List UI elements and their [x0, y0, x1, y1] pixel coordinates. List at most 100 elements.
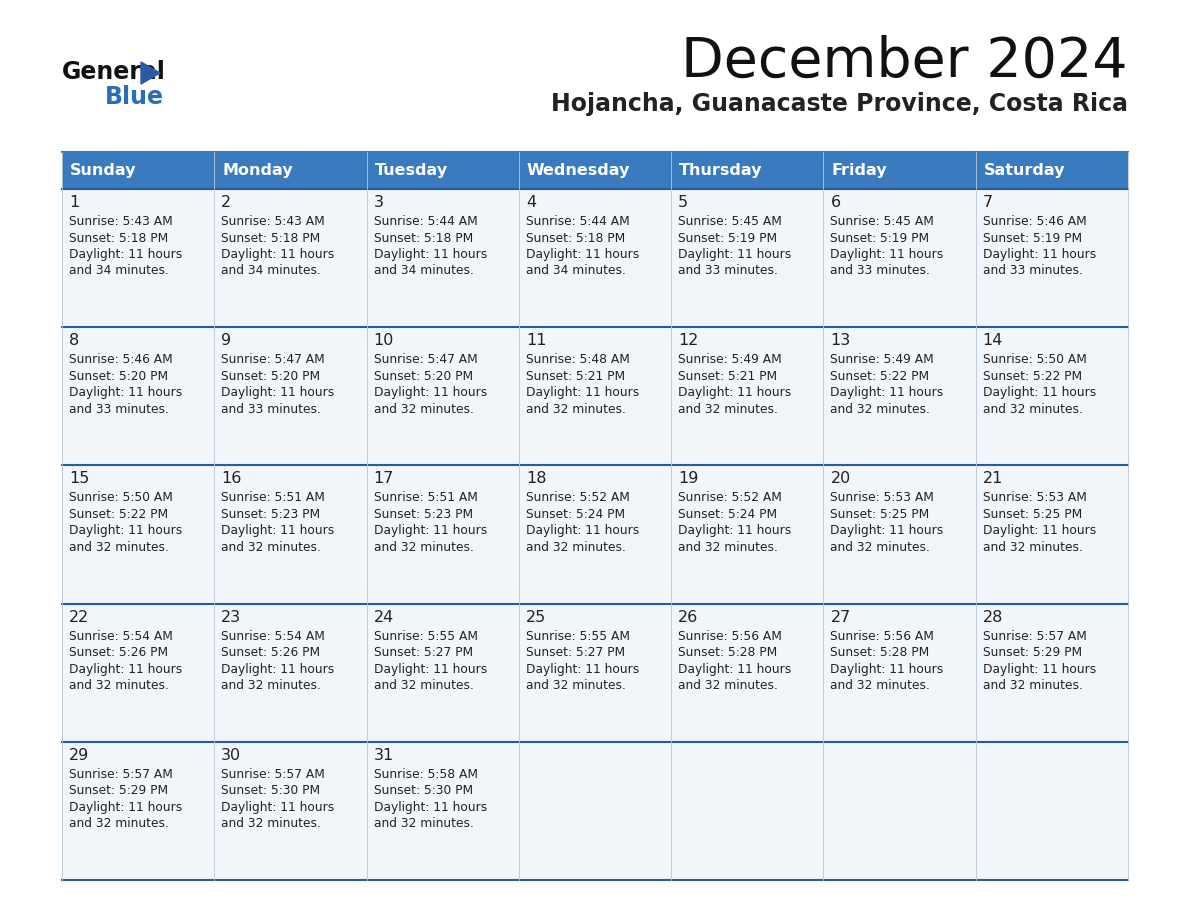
Text: 8: 8: [69, 333, 80, 348]
Text: Sunset: 5:25 PM: Sunset: 5:25 PM: [982, 508, 1082, 521]
Text: Saturday: Saturday: [984, 163, 1066, 178]
Text: Sunset: 5:22 PM: Sunset: 5:22 PM: [982, 370, 1082, 383]
Text: and 32 minutes.: and 32 minutes.: [982, 541, 1082, 554]
Text: Sunrise: 5:58 AM: Sunrise: 5:58 AM: [373, 767, 478, 781]
Text: 21: 21: [982, 472, 1003, 487]
Text: Sunrise: 5:57 AM: Sunrise: 5:57 AM: [982, 630, 1087, 643]
Bar: [62, 604, 1127, 742]
Text: Daylight: 11 hours: Daylight: 11 hours: [69, 248, 182, 261]
Text: Daylight: 11 hours: Daylight: 11 hours: [221, 524, 335, 537]
Text: and 33 minutes.: and 33 minutes.: [982, 264, 1082, 277]
Text: 23: 23: [221, 610, 241, 624]
Text: Thursday: Thursday: [680, 163, 763, 178]
Text: and 32 minutes.: and 32 minutes.: [982, 679, 1082, 692]
Text: 3: 3: [373, 195, 384, 210]
Text: and 32 minutes.: and 32 minutes.: [830, 679, 930, 692]
Text: 11: 11: [526, 333, 546, 348]
Text: and 34 minutes.: and 34 minutes.: [526, 264, 626, 277]
Text: Sunrise: 5:48 AM: Sunrise: 5:48 AM: [526, 353, 630, 366]
Text: Sunrise: 5:47 AM: Sunrise: 5:47 AM: [373, 353, 478, 366]
Text: and 34 minutes.: and 34 minutes.: [69, 264, 169, 277]
Text: Daylight: 11 hours: Daylight: 11 hours: [830, 386, 943, 399]
Text: Friday: Friday: [832, 163, 887, 178]
Text: Daylight: 11 hours: Daylight: 11 hours: [526, 663, 639, 676]
Text: Sunset: 5:26 PM: Sunset: 5:26 PM: [221, 646, 321, 659]
Text: Sunrise: 5:54 AM: Sunrise: 5:54 AM: [221, 630, 326, 643]
Text: Daylight: 11 hours: Daylight: 11 hours: [982, 248, 1097, 261]
Bar: [62, 152, 1127, 189]
Text: Sunrise: 5:44 AM: Sunrise: 5:44 AM: [526, 215, 630, 228]
Bar: [62, 465, 1127, 604]
Text: Sunrise: 5:56 AM: Sunrise: 5:56 AM: [678, 630, 782, 643]
Text: and 32 minutes.: and 32 minutes.: [526, 679, 626, 692]
Text: Daylight: 11 hours: Daylight: 11 hours: [678, 248, 791, 261]
Text: Sunrise: 5:47 AM: Sunrise: 5:47 AM: [221, 353, 326, 366]
Text: and 34 minutes.: and 34 minutes.: [221, 264, 321, 277]
Text: and 34 minutes.: and 34 minutes.: [373, 264, 474, 277]
Text: 31: 31: [373, 748, 393, 763]
Text: Daylight: 11 hours: Daylight: 11 hours: [526, 248, 639, 261]
Text: 26: 26: [678, 610, 699, 624]
Text: Sunrise: 5:43 AM: Sunrise: 5:43 AM: [221, 215, 326, 228]
Text: Daylight: 11 hours: Daylight: 11 hours: [373, 248, 487, 261]
Text: and 32 minutes.: and 32 minutes.: [982, 403, 1082, 416]
Text: Sunset: 5:20 PM: Sunset: 5:20 PM: [373, 370, 473, 383]
Text: Monday: Monday: [222, 163, 293, 178]
Text: Daylight: 11 hours: Daylight: 11 hours: [373, 663, 487, 676]
Text: Sunrise: 5:53 AM: Sunrise: 5:53 AM: [982, 491, 1087, 504]
Text: Sunrise: 5:45 AM: Sunrise: 5:45 AM: [830, 215, 934, 228]
Text: Sunrise: 5:54 AM: Sunrise: 5:54 AM: [69, 630, 173, 643]
Text: Sunrise: 5:46 AM: Sunrise: 5:46 AM: [69, 353, 172, 366]
Text: Sunset: 5:18 PM: Sunset: 5:18 PM: [221, 231, 321, 244]
Text: and 33 minutes.: and 33 minutes.: [69, 403, 169, 416]
Text: and 32 minutes.: and 32 minutes.: [678, 541, 778, 554]
Text: 9: 9: [221, 333, 232, 348]
Text: Daylight: 11 hours: Daylight: 11 hours: [526, 386, 639, 399]
Bar: [62, 327, 1127, 465]
Text: 28: 28: [982, 610, 1003, 624]
Text: 13: 13: [830, 333, 851, 348]
Text: Blue: Blue: [105, 85, 164, 109]
Text: Daylight: 11 hours: Daylight: 11 hours: [982, 663, 1097, 676]
Text: 10: 10: [373, 333, 394, 348]
Text: and 33 minutes.: and 33 minutes.: [678, 264, 778, 277]
Text: Sunrise: 5:43 AM: Sunrise: 5:43 AM: [69, 215, 172, 228]
Text: Daylight: 11 hours: Daylight: 11 hours: [526, 524, 639, 537]
Text: Sunrise: 5:52 AM: Sunrise: 5:52 AM: [526, 491, 630, 504]
Text: Daylight: 11 hours: Daylight: 11 hours: [678, 524, 791, 537]
Text: 29: 29: [69, 748, 89, 763]
Text: and 32 minutes.: and 32 minutes.: [526, 541, 626, 554]
Text: 7: 7: [982, 195, 993, 210]
Text: Daylight: 11 hours: Daylight: 11 hours: [221, 386, 335, 399]
Text: Sunrise: 5:56 AM: Sunrise: 5:56 AM: [830, 630, 934, 643]
Text: Sunset: 5:23 PM: Sunset: 5:23 PM: [221, 508, 321, 521]
Text: Daylight: 11 hours: Daylight: 11 hours: [678, 663, 791, 676]
Text: Sunrise: 5:50 AM: Sunrise: 5:50 AM: [982, 353, 1087, 366]
Text: and 32 minutes.: and 32 minutes.: [221, 679, 321, 692]
Text: Daylight: 11 hours: Daylight: 11 hours: [373, 386, 487, 399]
Text: Sunrise: 5:44 AM: Sunrise: 5:44 AM: [373, 215, 478, 228]
Text: Daylight: 11 hours: Daylight: 11 hours: [982, 524, 1097, 537]
Text: Sunrise: 5:55 AM: Sunrise: 5:55 AM: [373, 630, 478, 643]
Text: Sunset: 5:30 PM: Sunset: 5:30 PM: [373, 784, 473, 798]
Text: Daylight: 11 hours: Daylight: 11 hours: [221, 248, 335, 261]
Text: Sunrise: 5:49 AM: Sunrise: 5:49 AM: [830, 353, 934, 366]
Text: Sunday: Sunday: [70, 163, 137, 178]
Text: 24: 24: [373, 610, 393, 624]
Text: and 32 minutes.: and 32 minutes.: [373, 541, 474, 554]
Text: 4: 4: [526, 195, 536, 210]
Text: and 32 minutes.: and 32 minutes.: [526, 403, 626, 416]
Text: Sunset: 5:19 PM: Sunset: 5:19 PM: [830, 231, 929, 244]
Text: Sunset: 5:19 PM: Sunset: 5:19 PM: [982, 231, 1082, 244]
Text: Sunset: 5:22 PM: Sunset: 5:22 PM: [69, 508, 169, 521]
Text: Sunset: 5:18 PM: Sunset: 5:18 PM: [526, 231, 625, 244]
Text: and 32 minutes.: and 32 minutes.: [678, 403, 778, 416]
Text: Sunset: 5:26 PM: Sunset: 5:26 PM: [69, 646, 169, 659]
Text: Sunrise: 5:57 AM: Sunrise: 5:57 AM: [221, 767, 326, 781]
Text: Daylight: 11 hours: Daylight: 11 hours: [830, 524, 943, 537]
Text: Sunset: 5:24 PM: Sunset: 5:24 PM: [526, 508, 625, 521]
Text: and 33 minutes.: and 33 minutes.: [221, 403, 321, 416]
Text: and 32 minutes.: and 32 minutes.: [373, 679, 474, 692]
Text: 22: 22: [69, 610, 89, 624]
Text: and 32 minutes.: and 32 minutes.: [830, 403, 930, 416]
